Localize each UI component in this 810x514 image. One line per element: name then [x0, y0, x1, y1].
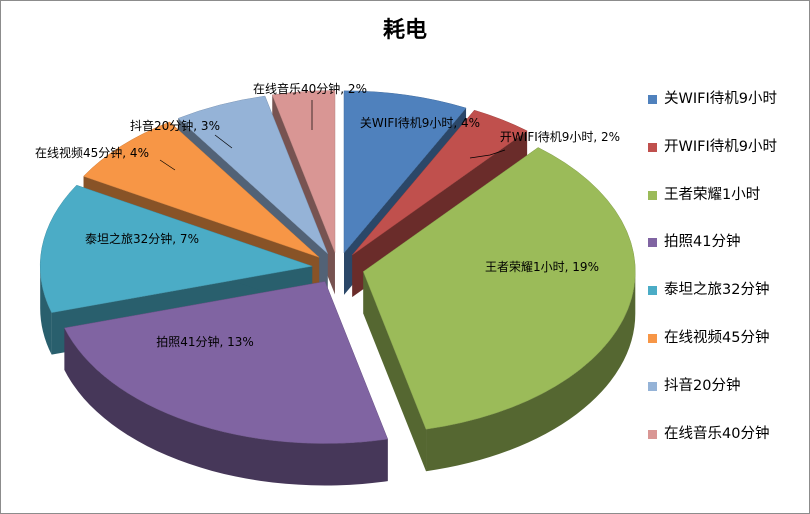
legend-label: 在线视频45分钟 [664, 329, 770, 346]
pie-slice [362, 147, 636, 472]
legend-item: 拍照41分钟 [648, 231, 808, 279]
data-label: 王者荣耀1小时, 19% [485, 260, 599, 274]
data-label: 关WIFI待机9小时, 4% [360, 116, 480, 130]
legend-swatch [648, 142, 657, 152]
leader-line [159, 159, 176, 171]
legend-label: 拍照41分钟 [664, 234, 741, 251]
legend-swatch [648, 381, 657, 391]
leader-line [214, 134, 233, 149]
legend-item: 开WIFI待机9小时 [648, 136, 808, 184]
legend-item: 泰坦之旅32分钟 [648, 279, 808, 327]
legend-swatch [648, 286, 657, 296]
chart-title: 耗电 [382, 18, 427, 43]
data-label: 抖音20分钟, 3% [130, 118, 220, 133]
legend-swatch [648, 429, 657, 439]
data-label: 在线音乐40分钟, 2% [253, 81, 367, 96]
legend-swatch [648, 333, 657, 343]
legend-label: 泰坦之旅32分钟 [664, 282, 770, 299]
legend-label: 关WIFI待机9小时 [664, 91, 777, 107]
legend-item: 关WIFI待机9小时 [648, 88, 808, 136]
data-label: 开WIFI待机9小时, 2% [500, 130, 620, 144]
legend-label: 在线音乐40分钟 [664, 425, 770, 442]
leader-line [469, 149, 506, 159]
data-label: 泰坦之旅32分钟, 7% [85, 231, 199, 246]
data-label: 拍照41分钟, 13% [156, 334, 254, 349]
pie-slice [64, 281, 389, 486]
legend-item: 在线视频45分钟 [648, 327, 808, 375]
legend-swatch [648, 95, 657, 104]
legend-item: 在线音乐40分钟 [648, 423, 808, 471]
legend-label: 开WIFI待机9小时 [664, 138, 777, 155]
legend-item: 抖音20分钟 [648, 375, 808, 423]
legend-label: 抖音20分钟 [664, 377, 741, 394]
legend-swatch [648, 190, 657, 200]
legend-label: 王者荣耀1小时 [664, 186, 761, 203]
legend-swatch [648, 238, 657, 248]
legend: 关WIFI待机9小时 开WIFI待机9小时 王者荣耀1小时 拍照41分钟泰坦之旅32分… [648, 88, 808, 470]
data-label: 在线视频45分钟, 4% [35, 145, 149, 160]
legend-item: 王者荣耀1小时 [648, 184, 808, 232]
